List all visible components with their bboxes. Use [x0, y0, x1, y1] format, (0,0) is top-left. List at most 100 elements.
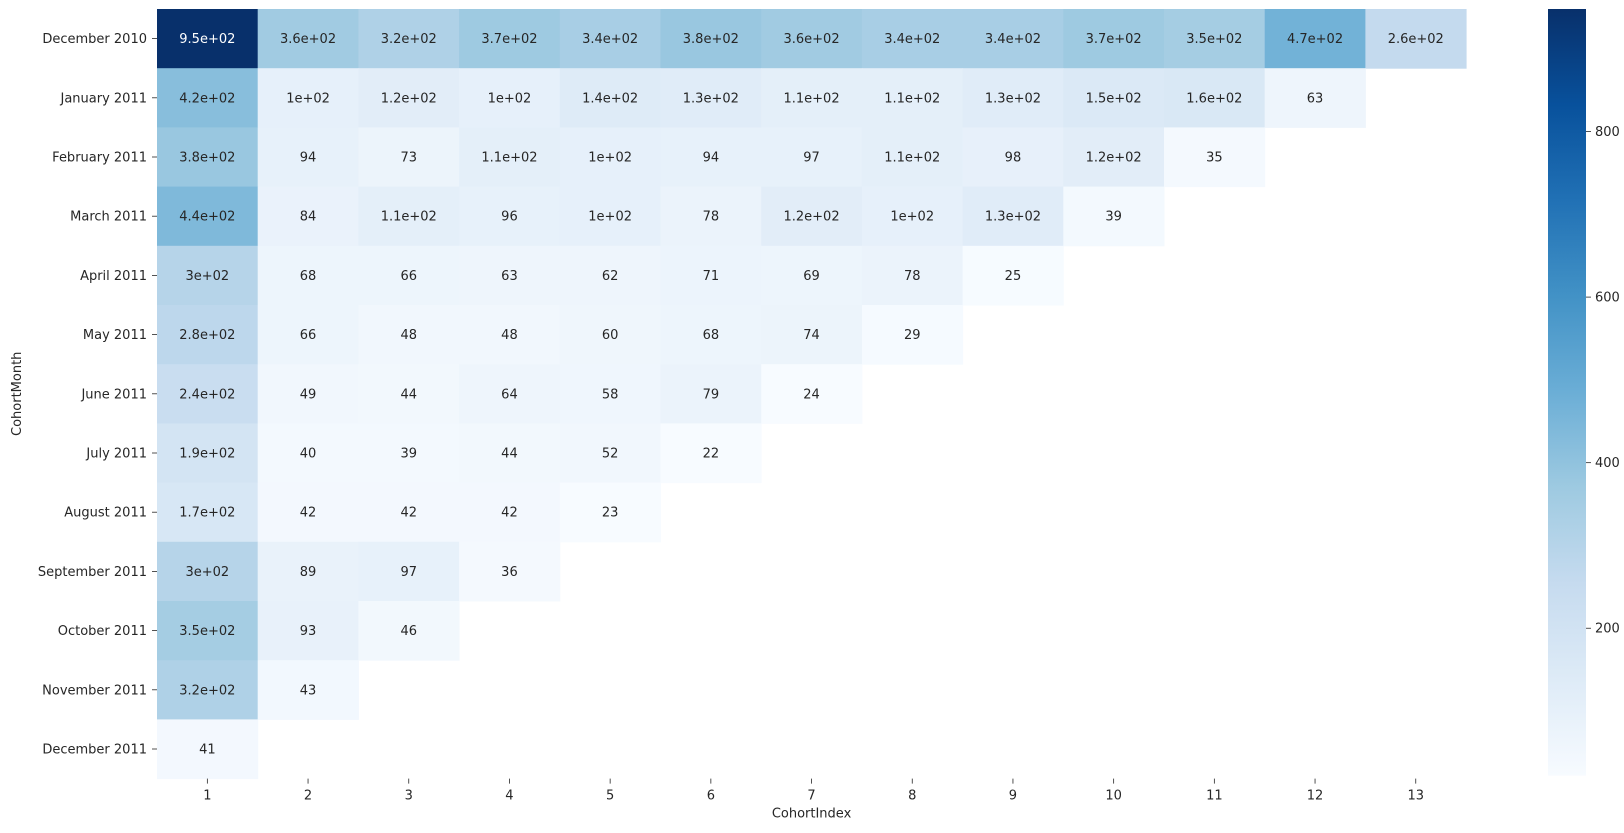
heatmap-cell — [861, 127, 964, 188]
cell-value-label: 1.2e+02 — [381, 91, 437, 106]
heatmap-cell — [459, 245, 561, 306]
cell-value-label: 44 — [400, 387, 417, 402]
cell-value-label: 1.1e+02 — [884, 91, 940, 106]
cell-value-label: 42 — [300, 506, 317, 521]
cell-value-label: 42 — [501, 506, 518, 521]
heatmap-cell — [157, 601, 259, 661]
heatmap-cell — [459, 482, 561, 543]
cell-value-label: 40 — [300, 447, 317, 462]
cell-value-label: 60 — [602, 328, 619, 343]
colorbar-ticks: 200 400 600 800 — [1586, 125, 1620, 637]
cell-value-label: 44 — [501, 447, 518, 462]
heatmap-cell — [660, 186, 762, 247]
heatmap-cell — [1264, 9, 1366, 69]
cell-value-label: 78 — [904, 269, 921, 284]
cell-value-label: 39 — [1105, 210, 1122, 225]
heatmap-cell — [761, 305, 863, 365]
cell-value-label: 1.3e+02 — [985, 91, 1041, 106]
cell-value-label: 1.9e+02 — [179, 447, 235, 462]
heatmap-cell — [459, 305, 561, 365]
heatmap-cell — [1063, 127, 1165, 188]
cell-value-label: 41 — [199, 743, 216, 758]
heatmap-cell — [358, 245, 460, 306]
cell-value-label: 1.5e+02 — [1086, 91, 1142, 106]
cell-value-label: 2.6e+02 — [1388, 32, 1444, 47]
cell-value-label: 3.8e+02 — [179, 151, 235, 166]
cell-value-label: 3e+02 — [185, 565, 229, 580]
heatmap-cell — [962, 127, 1064, 188]
heatmap-cell — [459, 186, 561, 247]
heatmap-cell — [559, 245, 661, 306]
cell-value-label: 79 — [703, 387, 720, 402]
heatmap-cell — [1164, 127, 1266, 188]
heatmap-cell — [660, 364, 762, 424]
x-tick-label: 2 — [304, 789, 312, 804]
heatmap-cell — [962, 9, 1064, 69]
cell-value-label: 1e+02 — [890, 210, 934, 225]
heatmap-cell — [257, 245, 359, 306]
cell-value-label: 22 — [703, 447, 720, 462]
heatmap-cell — [358, 305, 460, 365]
cell-value-label: 24 — [803, 387, 820, 402]
cell-value-label: 1e+02 — [588, 210, 632, 225]
heatmap-cell — [660, 245, 762, 306]
heatmap-cell — [559, 364, 661, 424]
cell-value-label: 1.7e+02 — [179, 506, 235, 521]
heatmap-cell — [559, 423, 661, 484]
heatmap-cell — [459, 423, 561, 484]
cell-value-label: 63 — [1307, 91, 1324, 106]
cell-value-label: 1.1e+02 — [381, 210, 437, 225]
heatmap-cell — [559, 127, 661, 188]
heatmap-cell — [157, 68, 259, 128]
cell-value-label: 71 — [703, 269, 720, 284]
y-tick-label: July 2011 — [85, 447, 147, 462]
cell-value-label: 46 — [400, 624, 417, 639]
cell-value-label: 94 — [703, 151, 720, 166]
cell-value-label: 36 — [501, 565, 518, 580]
heatmap-cell — [157, 482, 259, 543]
x-tick-label: 4 — [505, 789, 513, 804]
heatmap-cell — [358, 423, 460, 484]
cell-value-label: 1.1e+02 — [884, 151, 940, 166]
heatmap-cell — [761, 127, 863, 188]
colorbar-tick-label: 600 — [1595, 291, 1620, 306]
heatmap-cell — [861, 245, 964, 306]
cell-value-label: 58 — [602, 387, 619, 402]
cell-value-label: 42 — [400, 506, 417, 521]
x-tick-label: 3 — [405, 789, 413, 804]
cell-value-label: 66 — [300, 328, 317, 343]
y-tick-label: June 2011 — [80, 387, 147, 402]
cell-value-label: 98 — [1005, 151, 1022, 166]
cell-value-label: 1.2e+02 — [1086, 151, 1142, 166]
y-tick-label: December 2011 — [42, 743, 147, 758]
y-tick-label: April 2011 — [80, 269, 147, 284]
cell-value-label: 49 — [300, 387, 317, 402]
cell-value-label: 3.7e+02 — [1086, 32, 1142, 47]
cell-value-label: 89 — [300, 565, 317, 580]
heatmap-cell — [358, 601, 460, 661]
y-tick-label: September 2011 — [38, 565, 147, 580]
y-tick-label: March 2011 — [70, 210, 147, 225]
cell-value-label: 68 — [300, 269, 317, 284]
cell-value-label: 3.4e+02 — [985, 32, 1041, 47]
heatmap-cell — [660, 9, 762, 69]
heatmap-cell — [358, 482, 460, 543]
cell-value-label: 23 — [602, 506, 619, 521]
y-tick-label: November 2011 — [42, 683, 147, 698]
heatmap-cell — [257, 305, 359, 365]
cell-value-label: 48 — [501, 328, 518, 343]
heatmap-cell — [660, 68, 762, 128]
cell-value-label: 9.5e+02 — [179, 32, 235, 47]
heatmap-cell — [257, 127, 359, 188]
heatmap-cell — [257, 601, 359, 661]
heatmap-cell — [861, 305, 964, 365]
heatmap-cell — [559, 186, 661, 247]
cell-value-label: 74 — [803, 328, 820, 343]
heatmap-cell — [1063, 9, 1165, 69]
cell-value-label: 1.3e+02 — [985, 210, 1041, 225]
heatmap-cell — [660, 127, 762, 188]
cell-value-label: 3.8e+02 — [683, 32, 739, 47]
cell-value-label: 29 — [904, 328, 921, 343]
heatmap-cell — [761, 364, 863, 424]
